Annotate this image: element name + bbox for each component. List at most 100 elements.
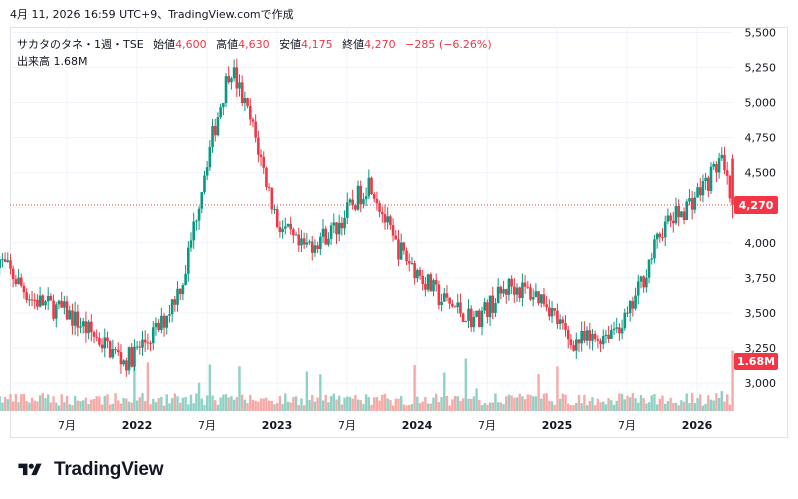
candle-body [114, 349, 117, 351]
candle-body [426, 274, 430, 290]
candle-body [160, 315, 163, 331]
candle-body [189, 240, 193, 248]
volume-bar [319, 374, 322, 411]
candle-body [246, 98, 249, 107]
high-value: 4,630 [238, 38, 270, 51]
candle-body [28, 299, 31, 301]
volume-bar [251, 399, 255, 411]
candle-body [313, 245, 317, 253]
candle-body [119, 352, 123, 365]
volume-bar [416, 396, 419, 411]
volume-bar [693, 403, 697, 411]
candle-body [286, 223, 290, 227]
candle-body [537, 291, 540, 304]
volume-bar [232, 399, 236, 411]
candle-body [545, 304, 548, 308]
volume-bar [184, 396, 187, 411]
volume-bar [470, 398, 473, 411]
volume-bar [340, 404, 344, 411]
volume-value: 1.68M [53, 55, 88, 68]
time-tick-label: 2024 [402, 419, 433, 432]
volume-bar [224, 394, 228, 411]
candle-body [340, 222, 344, 229]
candle-body [149, 342, 152, 344]
volume-bar [57, 405, 61, 411]
volume-bar [141, 393, 144, 411]
candle-body [230, 78, 233, 83]
header-caption: 4月 11, 2026 16:59 UTC+9、TradingView.comで… [10, 8, 294, 21]
volume-bar [666, 401, 670, 411]
candle-body [483, 302, 486, 311]
volume-bar [378, 400, 381, 411]
volume-bar [650, 395, 653, 411]
volume-bar [157, 398, 160, 411]
candle-body [588, 330, 592, 341]
volume-bar [443, 372, 446, 411]
candle-body [141, 339, 144, 348]
candle-body [11, 268, 15, 280]
volume-bar [440, 397, 443, 411]
volume-bar [127, 401, 131, 411]
price-tick-label: 3,250 [745, 342, 777, 355]
volume-bar [707, 395, 710, 411]
price-tick-label: 3,500 [745, 307, 777, 320]
candle-body [453, 306, 457, 308]
candle-body [553, 308, 557, 311]
time-tick-label: 2023 [262, 419, 293, 432]
volume-bar [351, 398, 354, 411]
candle-body [197, 208, 201, 221]
candle-body [399, 242, 403, 260]
candle-body [442, 293, 446, 302]
volume-bar [593, 405, 597, 411]
volume-bar [200, 398, 203, 411]
close-value: 4,270 [364, 38, 396, 51]
candle-body [41, 295, 45, 306]
candle-body [507, 278, 511, 295]
candle-body [195, 220, 198, 222]
volume-bar [661, 395, 664, 411]
volume-legend: 出来高 1.68M [17, 53, 87, 69]
volume-bar [373, 397, 376, 411]
chart-frame [10, 27, 788, 438]
candle-body [335, 222, 338, 235]
candle-body [54, 304, 58, 319]
time-tick-label: 7月 [198, 419, 216, 432]
candle-body [73, 311, 77, 326]
candle-body [569, 339, 573, 346]
symbol-label: サカタのタネ・1週・TSE [17, 38, 144, 51]
candle-body [593, 333, 597, 340]
volume-bar [324, 395, 327, 411]
volume-bar [329, 396, 333, 411]
volume-bar [585, 405, 589, 411]
candle-body [367, 177, 371, 197]
volume-bar [1, 402, 4, 411]
volume-bar [639, 395, 643, 411]
volume-bar [545, 393, 548, 411]
candle-body [596, 339, 600, 341]
volume-bar [391, 405, 395, 411]
volume-bar [162, 405, 166, 411]
volume-bar [674, 402, 678, 411]
time-tick-label: 7月 [618, 419, 636, 432]
candle-body [467, 308, 470, 321]
candle-body [348, 199, 352, 203]
candle-body [650, 258, 654, 260]
volume-bar [90, 399, 93, 411]
candle-body [265, 167, 268, 188]
candle-body [111, 349, 115, 358]
candle-body [542, 294, 546, 305]
volume-bar [429, 403, 432, 411]
volume-bar [195, 393, 198, 411]
volume-bar [9, 394, 12, 411]
candle-body [418, 269, 422, 276]
candle-body [81, 321, 85, 327]
volume-bar [537, 374, 540, 411]
last-price-text: 4,270 [739, 199, 774, 212]
volume-bar [73, 395, 77, 411]
volume-bar [685, 393, 688, 411]
tradingview-logo[interactable]: TradingView [12, 458, 164, 482]
candle-body [550, 308, 554, 317]
candle-body [33, 299, 37, 301]
candle-body [157, 322, 160, 331]
